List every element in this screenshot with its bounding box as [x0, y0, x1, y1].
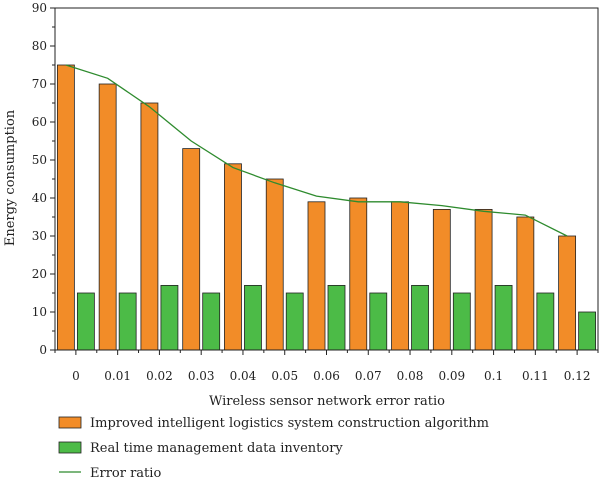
bar-improved-0.01 — [98, 83, 117, 351]
bar-inventory-0.06 — [327, 284, 346, 351]
x-tick-label: 0.02 — [146, 369, 173, 383]
legend-label: Error ratio — [90, 466, 161, 481]
bar-inventory-0.08 — [411, 284, 429, 351]
bars-layer — [56, 64, 597, 351]
bar-inventory-0.09 — [452, 292, 471, 351]
bar-inventory-0.11 — [536, 292, 555, 351]
y-tick-label: 50 — [32, 153, 47, 167]
bar-inventory-0.05 — [285, 292, 304, 351]
y-tick-label: 90 — [32, 1, 47, 15]
x-tick-label: 0.01 — [104, 369, 131, 383]
x-tick-label: 0.09 — [438, 369, 465, 383]
bar-improved-0.05 — [265, 178, 284, 351]
bar-improved-0.04 — [224, 163, 242, 351]
y-tick-label: 30 — [32, 229, 47, 243]
legend-swatch — [58, 416, 82, 429]
bar-improved-0.07 — [349, 197, 368, 351]
line-error-ratio — [65, 64, 568, 237]
bar-inventory-0.01 — [118, 292, 137, 351]
bar-improved-0.12 — [558, 235, 577, 351]
bar-improved-0.02 — [140, 102, 159, 351]
x-axis-title: Wireless sensor network error ratio — [209, 394, 445, 409]
bar-inventory-0.04 — [244, 284, 262, 351]
x-tick-label: 0.06 — [313, 369, 340, 383]
bar-inventory-0.07 — [369, 292, 388, 351]
legend-label: Real time management data inventory — [90, 441, 343, 456]
bar-inventory-0.12 — [578, 311, 597, 351]
bar-improved-0.11 — [516, 216, 535, 351]
x-tick-label: 0.05 — [271, 369, 298, 383]
x-tick-label: 0.07 — [355, 369, 382, 383]
legend-swatch — [58, 441, 82, 454]
y-tick-label: 20 — [32, 267, 47, 281]
y-axis-title: Energy consumption — [3, 109, 18, 246]
bar-improved-0.08 — [391, 201, 409, 351]
x-tick-label: 0.03 — [188, 369, 215, 383]
x-tick-label: 0.12 — [564, 369, 591, 383]
legend: Improved intelligent logistics system co… — [58, 416, 489, 481]
x-tick-label: 0 — [72, 369, 80, 383]
bar-improved-0.06 — [307, 201, 326, 351]
x-tick-label: 0.1 — [484, 369, 503, 383]
bar-inventory-0.02 — [160, 284, 179, 351]
y-tick-label: 80 — [32, 39, 47, 53]
y-tick-label: 70 — [32, 77, 47, 91]
y-tick-label: 40 — [32, 191, 47, 205]
legend-label: Improved intelligent logistics system co… — [90, 416, 489, 431]
bar-improved-0.1 — [474, 208, 493, 351]
y-tick-label: 60 — [32, 115, 47, 129]
y-tick-label: 0 — [39, 343, 47, 357]
line-layer — [65, 64, 568, 237]
bar-improved-0.03 — [182, 148, 201, 351]
x-tick-label: 0.11 — [522, 369, 549, 383]
bar-inventory-0.1 — [494, 284, 513, 351]
bar-improved-0 — [56, 64, 75, 351]
bar-inventory-0.03 — [202, 292, 221, 351]
y-tick-label: 10 — [32, 305, 47, 319]
axes-layer: 0 10 20 30 40 50 60 70 80 90 0 0.01 0.02 0.03 0.04 0.05… — [32, 1, 599, 383]
bar-improved-0.09 — [432, 208, 451, 351]
x-tick-label: 0.04 — [230, 369, 257, 383]
bar-inventory-0 — [76, 292, 95, 351]
x-tick-label: 0.08 — [397, 369, 424, 383]
